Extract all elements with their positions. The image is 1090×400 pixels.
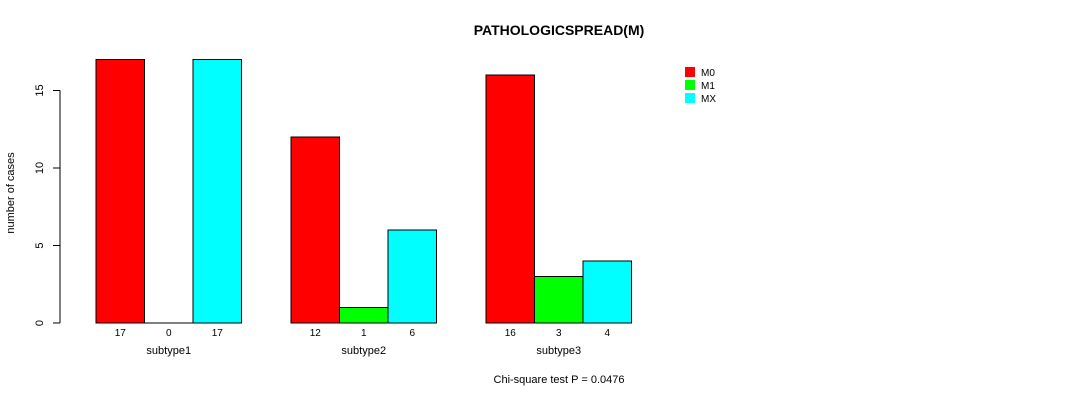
- value-label-subtype2-M1: 1: [361, 328, 367, 339]
- legend-label-M0: M0: [701, 68, 715, 79]
- bar-subtype2-MX: [387, 229, 437, 324]
- y-tick-label-10: 10: [34, 162, 46, 174]
- value-label-subtype2-M0: 12: [310, 328, 322, 339]
- bar-subtype1-M0: [95, 59, 145, 324]
- legend: M0 M1 MX: [685, 67, 716, 105]
- bars-group: [95, 59, 632, 324]
- legend-label-M1: M1: [701, 81, 715, 92]
- category-label-subtype2: subtype2: [341, 345, 386, 357]
- y-tick-label-0: 0: [34, 320, 46, 326]
- chart-title: PATHOLOGICSPREAD(M): [474, 22, 645, 38]
- value-label-subtype3-M0: 16: [505, 328, 517, 339]
- legend-swatch-MX: [685, 93, 695, 103]
- bar-subtype2-M1: [339, 307, 389, 324]
- value-label-subtype3-M1: 3: [556, 328, 562, 339]
- category-labels-group: subtype1 subtype2 subtype3: [146, 345, 581, 357]
- y-axis: 0 5 10 15: [34, 84, 61, 326]
- y-axis-label: number of cases: [5, 152, 17, 234]
- y-tick-label-5: 5: [34, 242, 46, 248]
- value-label-subtype3-MX: 4: [604, 328, 610, 339]
- value-label-subtype2-MX: 6: [409, 328, 415, 339]
- value-label-subtype1-MX: 17: [212, 328, 224, 339]
- legend-swatch-M1: [685, 80, 695, 90]
- value-label-subtype1-M0: 17: [115, 328, 127, 339]
- legend-swatch-M0: [685, 67, 695, 77]
- bar-subtype3-M0: [485, 74, 535, 324]
- y-tick-label-15: 15: [34, 84, 46, 96]
- bar-subtype2-M0: [290, 136, 340, 324]
- category-label-subtype1: subtype1: [146, 345, 191, 357]
- bar-subtype1-MX: [192, 59, 242, 324]
- legend-label-MX: MX: [701, 94, 716, 105]
- bar-subtype3-M1: [534, 276, 584, 324]
- chi-square-footer: Chi-square test P = 0.0476: [494, 374, 625, 386]
- value-labels-group: 17 0 17 12 1 6 16 3 4: [115, 328, 611, 339]
- bar-subtype3-MX: [582, 260, 632, 324]
- value-label-subtype1-M1: 0: [166, 328, 172, 339]
- category-label-subtype3: subtype3: [536, 345, 581, 357]
